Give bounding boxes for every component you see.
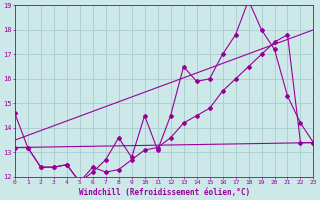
X-axis label: Windchill (Refroidissement éolien,°C): Windchill (Refroidissement éolien,°C) [78,188,250,197]
